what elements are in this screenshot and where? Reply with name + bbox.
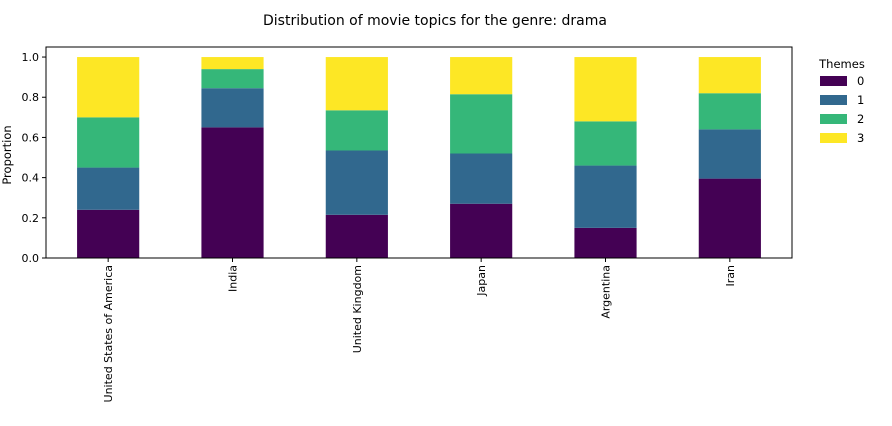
chart-title: Distribution of movie topics for the gen…: [263, 13, 607, 29]
bar-segment-1-theme-3: [201, 57, 264, 70]
bar-segment-2-theme-1: [325, 150, 388, 215]
legend-title: Themes: [818, 57, 865, 71]
legend-swatch-theme-1: [820, 95, 847, 105]
y-axis-label: Proportion: [0, 125, 14, 184]
bar-segment-5-theme-2: [698, 93, 761, 130]
plot-frame: [45, 46, 793, 259]
x-tick-label: United Kingdom: [351, 265, 364, 353]
axes-layer: 0.0 0.2 0.4 0.6 0.8 1.0 United States of Ameri…: [22, 46, 793, 402]
bar-segment-0-theme-3: [77, 57, 140, 118]
bar-segment-3-theme-0: [450, 203, 513, 258]
bar-segment-4-theme-0: [574, 227, 637, 258]
x-tick-label: Argentina: [600, 265, 613, 319]
legend-label-theme-2: 2: [857, 112, 864, 126]
bar-segment-4-theme-3: [574, 57, 637, 122]
bar-segment-2-theme-2: [325, 110, 388, 151]
bar-segment-0-theme-1: [77, 167, 140, 210]
legend-swatch-theme-2: [820, 114, 847, 124]
bar-segment-1-theme-0: [201, 127, 264, 258]
legend-swatch-theme-3: [820, 133, 847, 143]
y-tick-label: 0.0: [22, 252, 40, 265]
x-tick-label: Iran: [724, 265, 737, 287]
y-tick-label: 1.0: [22, 51, 40, 64]
legend-label-theme-1: 1: [857, 93, 864, 107]
bar-segment-5-theme-1: [698, 129, 761, 179]
bar-segment-1-theme-2: [201, 69, 264, 89]
x-tick-label: India: [227, 265, 240, 292]
bar-segment-3-theme-1: [450, 153, 513, 204]
legend-swatch-theme-0: [820, 76, 847, 86]
bar-segment-5-theme-0: [698, 178, 761, 258]
legend: Themes 0 1 2 3: [818, 57, 865, 145]
bar-segment-2-theme-0: [325, 214, 388, 258]
bar-segment-4-theme-1: [574, 165, 637, 228]
bars-layer: [77, 57, 761, 258]
y-tick-label: 0.4: [22, 172, 40, 185]
x-tick-label: Japan: [475, 265, 488, 297]
bar-segment-3-theme-3: [450, 57, 513, 95]
bar-segment-4-theme-2: [574, 121, 637, 166]
x-tick-label: United States of America: [102, 265, 115, 402]
legend-label-theme-3: 3: [857, 131, 864, 145]
y-tick-label: 0.8: [22, 91, 40, 104]
y-tick-label: 0.2: [22, 212, 40, 225]
bar-segment-3-theme-2: [450, 94, 513, 154]
bar-segment-1-theme-1: [201, 88, 264, 128]
legend-label-theme-0: 0: [857, 74, 864, 88]
y-tick-label: 0.6: [22, 131, 40, 144]
bar-segment-2-theme-3: [325, 57, 388, 111]
bar-segment-0-theme-0: [77, 209, 140, 258]
bar-segment-5-theme-3: [698, 57, 761, 94]
bar-segment-0-theme-2: [77, 117, 140, 168]
